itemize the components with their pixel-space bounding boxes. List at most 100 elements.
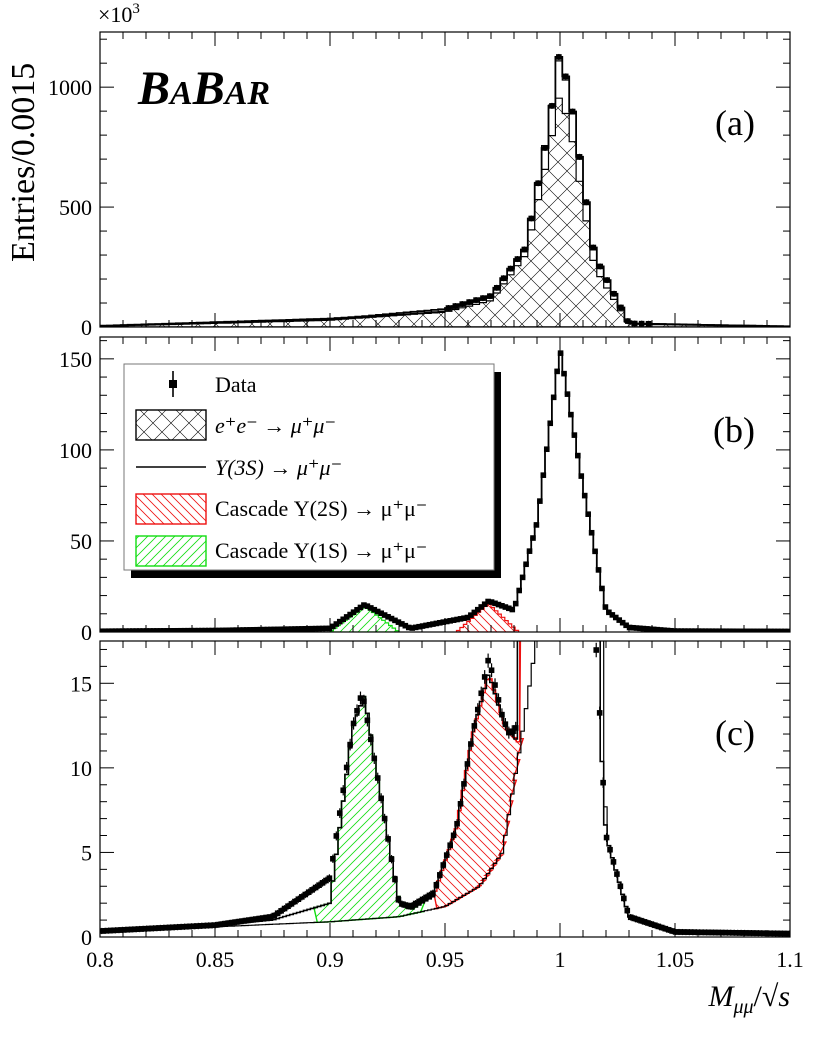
data-point — [612, 614, 619, 621]
data-point — [136, 926, 143, 932]
data-point — [537, 498, 543, 504]
data-point — [361, 698, 367, 705]
data-point — [181, 627, 188, 632]
data-point — [326, 875, 333, 881]
panel-b-data-points — [100, 350, 790, 632]
data-point — [506, 729, 512, 736]
data-point — [371, 606, 378, 613]
data-point — [264, 626, 271, 632]
data-point — [212, 627, 219, 632]
data-point — [461, 615, 467, 621]
data-point — [614, 871, 620, 877]
data-point — [236, 918, 243, 925]
x-axis-title-sub: μμ — [732, 996, 753, 1018]
data-point — [223, 920, 229, 927]
data-point — [430, 621, 436, 627]
data-point — [240, 918, 246, 924]
data-point — [661, 627, 667, 632]
data-point — [506, 605, 512, 612]
data-point — [112, 628, 119, 632]
data-point — [333, 621, 340, 627]
data-point — [188, 627, 195, 632]
data-point — [302, 626, 309, 632]
data-point — [562, 73, 569, 80]
data-point — [775, 628, 781, 632]
data-point — [786, 930, 790, 937]
data-point — [540, 472, 547, 478]
data-point — [392, 617, 398, 624]
data-point — [440, 619, 447, 625]
data-point — [119, 628, 126, 632]
data-point — [492, 600, 498, 607]
data-point — [714, 929, 720, 936]
data-point — [388, 856, 395, 862]
data-point — [686, 929, 693, 935]
data-point — [350, 720, 357, 727]
data-point — [676, 929, 682, 935]
y-tick-label: 0 — [81, 620, 92, 645]
data-point — [230, 919, 236, 926]
data-point — [550, 394, 557, 401]
data-point — [464, 761, 471, 767]
legend-label-data: Data — [215, 372, 257, 397]
data-point — [752, 930, 758, 936]
data-point — [102, 928, 108, 934]
data-point — [447, 618, 453, 624]
data-point — [361, 602, 367, 608]
data-point — [336, 618, 343, 625]
data-point — [212, 922, 219, 928]
data-point — [161, 924, 167, 931]
data-point — [730, 628, 736, 632]
data-point — [645, 920, 651, 926]
data-point — [696, 929, 703, 936]
data-point — [748, 930, 755, 936]
data-point — [381, 815, 388, 822]
data-point — [412, 624, 419, 631]
data-point — [502, 604, 509, 610]
data-point — [685, 628, 692, 632]
data-point — [578, 473, 585, 479]
data-point — [240, 627, 246, 632]
data-point — [202, 922, 209, 929]
x-tick-label: 0.95 — [426, 947, 465, 972]
legend-data-marker — [169, 380, 177, 388]
data-point — [645, 320, 652, 327]
legend: Data e⁺e⁻ → μ⁺μ⁻ Υ(3S) → μ⁺μ⁻ Cascade Υ(… — [123, 363, 501, 578]
data-point — [631, 915, 637, 922]
data-point — [593, 647, 600, 653]
data-point — [499, 711, 505, 718]
data-point — [364, 717, 371, 724]
data-point — [678, 628, 685, 632]
y-tick-label: 15 — [70, 671, 92, 696]
data-point — [468, 741, 474, 747]
data-point — [267, 914, 274, 920]
data-point — [528, 215, 535, 222]
data-point — [133, 926, 140, 933]
data-point — [147, 925, 153, 932]
data-point — [616, 617, 623, 623]
data-point — [512, 725, 519, 731]
x-tick-label: 1.05 — [656, 947, 695, 972]
data-point — [693, 929, 700, 936]
data-point — [147, 628, 153, 632]
data-point — [512, 600, 519, 607]
data-point — [123, 628, 129, 632]
data-point — [157, 628, 164, 632]
data-point — [261, 626, 267, 632]
data-point — [487, 293, 493, 299]
data-point — [319, 625, 326, 632]
data-point — [726, 628, 733, 632]
data-point — [340, 616, 347, 623]
data-point — [530, 535, 536, 541]
data-point — [519, 574, 526, 581]
data-point — [181, 923, 188, 930]
data-point — [226, 627, 233, 632]
data-point — [419, 896, 426, 903]
data-point — [343, 764, 350, 771]
data-point — [706, 628, 712, 632]
data-point — [133, 628, 140, 632]
data-point — [641, 919, 648, 925]
data-point — [416, 623, 422, 630]
data-point — [202, 627, 209, 632]
data-point — [719, 628, 726, 632]
